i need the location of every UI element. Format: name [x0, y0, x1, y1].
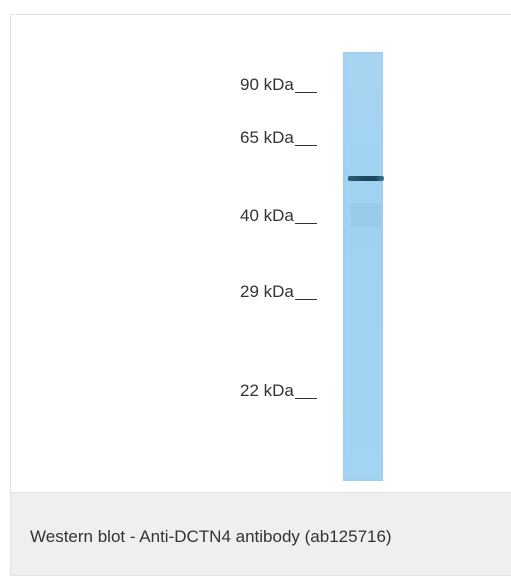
faint-smear [351, 203, 381, 227]
marker-tick [294, 145, 317, 146]
marker-90-kda: 90 kDa [240, 75, 350, 95]
marker-label: 90 kDa [240, 75, 294, 94]
protein-band [348, 176, 384, 181]
marker-label: 40 kDa [240, 206, 294, 225]
marker-29-kda: 29 kDa [240, 282, 350, 302]
blot-lane [343, 52, 383, 481]
marker-tick [294, 92, 317, 93]
figure-caption: Western blot - Anti-DCTN4 antibody (ab12… [30, 527, 392, 546]
marker-22-kda: 22 kDa [240, 381, 350, 401]
western-blot-image: 90 kDa 65 kDa 40 kDa 29 kDa 22 kDa [11, 15, 511, 492]
figure-card: 90 kDa 65 kDa 40 kDa 29 kDa 22 kDa Weste… [10, 14, 511, 576]
marker-tick [294, 299, 317, 300]
caption-bar: Western blot - Anti-DCTN4 antibody (ab12… [11, 492, 511, 575]
marker-label: 29 kDa [240, 282, 294, 301]
marker-label: 22 kDa [240, 381, 294, 400]
marker-tick [294, 223, 317, 224]
marker-65-kda: 65 kDa [240, 128, 350, 148]
marker-tick [294, 398, 317, 399]
marker-40-kda: 40 kDa [240, 206, 350, 226]
marker-label: 65 kDa [240, 128, 294, 147]
